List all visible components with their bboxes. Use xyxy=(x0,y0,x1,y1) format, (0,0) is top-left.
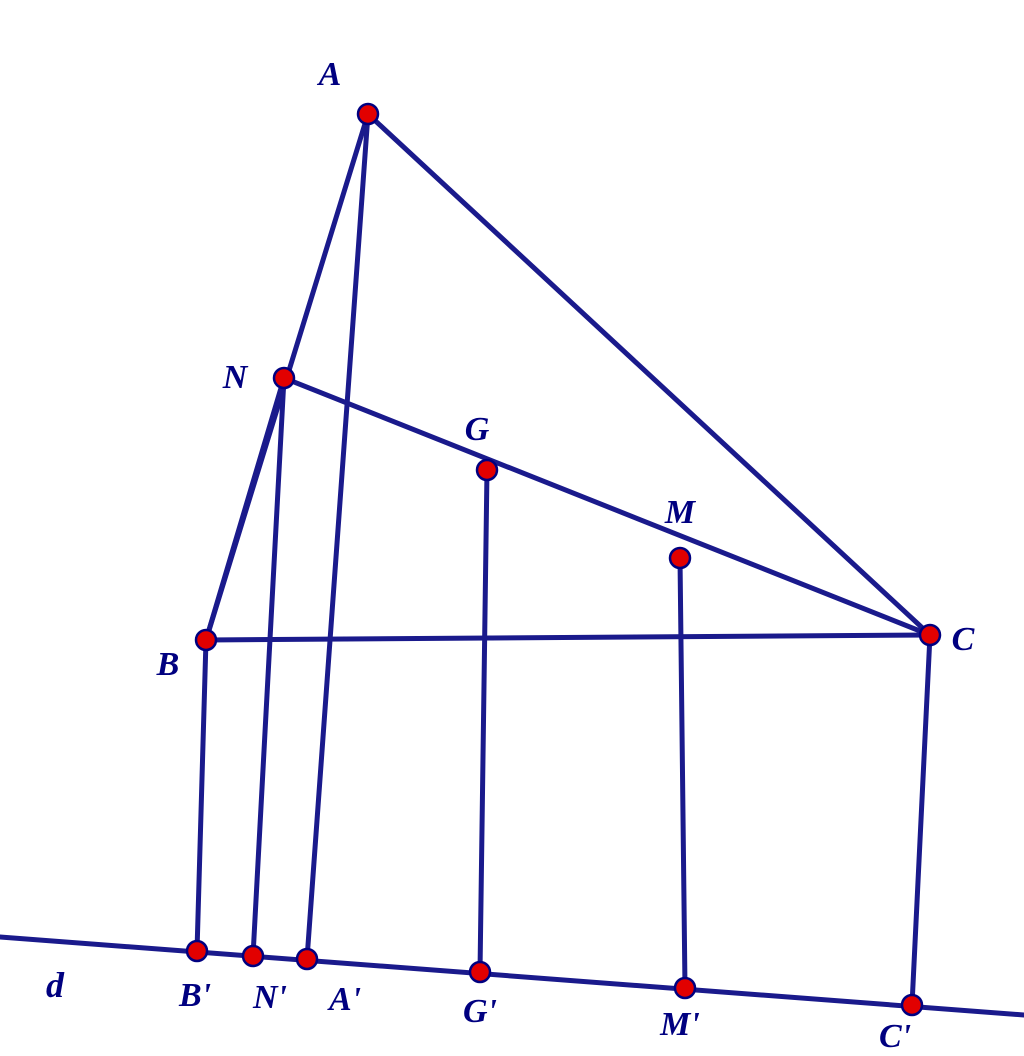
edge-M-Mp xyxy=(680,558,685,988)
edge-B-C xyxy=(206,635,930,640)
label-G: G xyxy=(465,411,490,449)
label-M: M xyxy=(665,494,695,532)
edge-A-C xyxy=(368,114,930,635)
point-Cp xyxy=(902,995,922,1015)
point-C xyxy=(920,625,940,645)
point-A xyxy=(358,104,378,124)
point-Np xyxy=(243,946,263,966)
label-Bp: B' xyxy=(179,977,211,1015)
point-Ap xyxy=(297,949,317,969)
edge-A-Ap xyxy=(307,114,368,959)
label-B: B xyxy=(157,646,180,684)
point-Mp xyxy=(675,978,695,998)
label-Mp: M' xyxy=(660,1006,700,1044)
label-C: C xyxy=(952,621,975,659)
point-G xyxy=(477,460,497,480)
axis-label-d: d xyxy=(46,964,64,1006)
point-B xyxy=(196,630,216,650)
point-N xyxy=(274,368,294,388)
point-Gp xyxy=(470,962,490,982)
label-A: A xyxy=(319,56,342,94)
label-Np: N' xyxy=(253,979,287,1017)
point-M xyxy=(670,548,690,568)
edge-G-Gp xyxy=(480,470,487,972)
label-Gp: G' xyxy=(463,993,497,1031)
label-Ap: A' xyxy=(329,981,361,1019)
edge-C-Cp xyxy=(912,635,930,1005)
axis-line-d xyxy=(0,937,1024,1015)
edge-B-Bp xyxy=(197,640,206,951)
point-Bp xyxy=(187,941,207,961)
label-Cp: C' xyxy=(879,1018,911,1056)
label-N: N xyxy=(223,359,248,397)
geometry-diagram xyxy=(0,0,1024,1050)
edge-N-C xyxy=(284,378,930,635)
